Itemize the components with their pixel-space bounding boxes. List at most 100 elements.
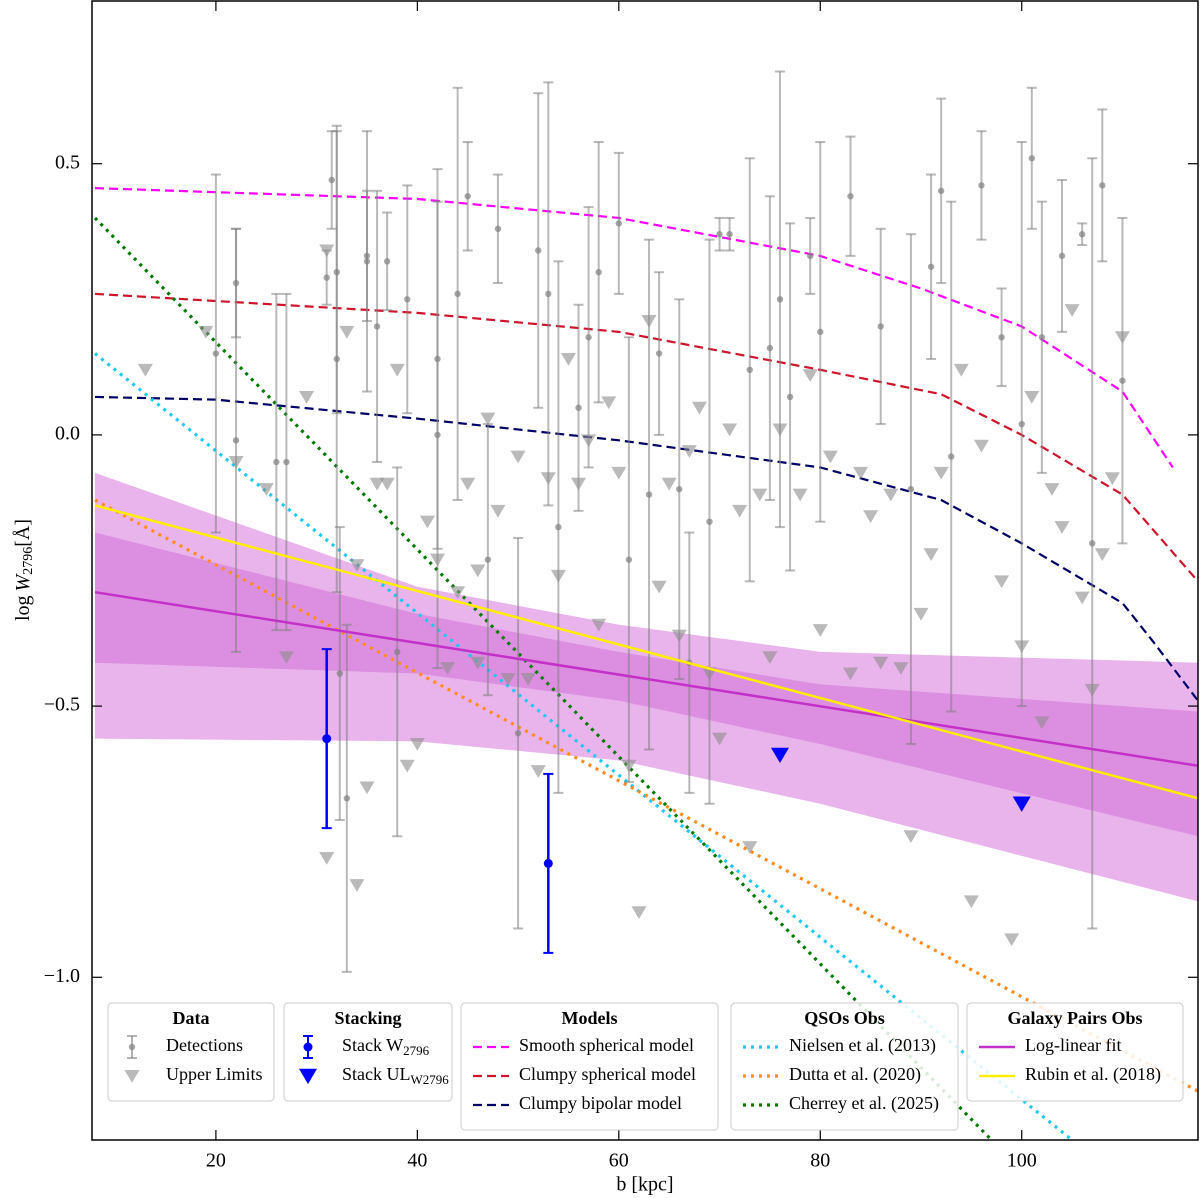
model-line [94, 187, 1174, 469]
model-line [94, 352, 1074, 1140]
upper-limit [842, 667, 858, 681]
point [273, 458, 280, 466]
upper-limit [1014, 640, 1030, 654]
y-axis-label: log W2796[Å] [12, 519, 37, 621]
upper-limit [994, 575, 1010, 589]
upper-limit [772, 423, 788, 437]
point [645, 491, 653, 498]
y-tick-label: −0.5 [44, 694, 80, 716]
legend-title: Models [562, 1008, 618, 1028]
upper-limit [822, 450, 838, 464]
legend-label-text: Nielsen et al. (2013) [789, 1035, 936, 1056]
upper-limit [863, 510, 879, 524]
upper-limit [1054, 521, 1070, 534]
upper-limit [359, 781, 375, 795]
point [1018, 420, 1025, 428]
y-label-var: W [12, 572, 34, 591]
upper-limit [1114, 331, 1130, 345]
legend-marker [303, 1042, 313, 1052]
upper-limit [963, 895, 979, 909]
upper-limit [389, 363, 405, 377]
x-axis-label: b [kpc] [616, 1174, 673, 1196]
upper-limit [1012, 796, 1031, 812]
legend: Data Detections Upper Limits Stacking Stack … [107, 1002, 1184, 1131]
y-tick-label: 0.5 [55, 151, 80, 173]
point [847, 193, 854, 200]
upper-limit [450, 586, 466, 599]
point [333, 355, 340, 363]
legend-label-text: Smooth spherical model [519, 1035, 694, 1055]
point [585, 334, 592, 341]
point [283, 458, 290, 466]
upper-limit [661, 477, 677, 491]
legend-label: Stack ULW2796 [342, 1064, 449, 1087]
upper-limit [480, 412, 496, 426]
upper-limit [379, 477, 395, 491]
upper-limit [137, 363, 153, 377]
point [998, 334, 1005, 341]
legend-label-text: Detections [166, 1035, 243, 1055]
point [776, 296, 784, 303]
y-label-sub: 2796 [21, 547, 36, 575]
upper-limit [440, 662, 456, 675]
upper-limit [883, 488, 899, 502]
legend-box [460, 1002, 719, 1131]
upper-limit [903, 830, 919, 844]
point [615, 220, 623, 227]
upper-limit [470, 656, 486, 670]
confidence-band [95, 532, 1198, 837]
upper-limit [409, 738, 425, 751]
point [484, 556, 492, 563]
upper-limit [1024, 390, 1040, 404]
y-label-prefix: log [12, 595, 34, 621]
x-tick-label: 60 [609, 1150, 629, 1172]
legend-box [107, 1002, 275, 1102]
point [877, 323, 884, 330]
point [1119, 377, 1126, 384]
upper-limit [923, 548, 939, 561]
legend-marker [299, 1068, 317, 1085]
point [336, 670, 343, 677]
legend-title: Data [173, 1008, 210, 1028]
upper-limit [762, 651, 778, 665]
point [1089, 540, 1096, 547]
legend-label: Detections [166, 1035, 243, 1055]
upper-limit [712, 732, 728, 746]
legend-title: Stacking [334, 1008, 401, 1028]
y-label-unit: [Å] [12, 519, 34, 547]
upper-limit [953, 363, 969, 377]
upper-limit [470, 564, 486, 578]
upper-limit [933, 466, 949, 480]
plot-area [93, 70, 1198, 1140]
upper-limit [520, 672, 536, 686]
upper-limit [319, 851, 335, 865]
model-line [94, 504, 1198, 800]
legend-label-text: Cherrey et al. (2025) [789, 1093, 939, 1114]
point [1038, 334, 1046, 341]
legend-box [966, 1002, 1184, 1102]
legend-label: Stack W2796 [342, 1035, 430, 1058]
legend-label-sub: W2796 [410, 1072, 449, 1087]
model-line [94, 590, 1198, 767]
legend-title: Galaxy Pairs Obs [1007, 1008, 1142, 1028]
upper-limit [1084, 683, 1100, 697]
legend-marker [128, 1043, 136, 1051]
legend-label: Smooth spherical model [519, 1035, 694, 1055]
upper-limit [601, 396, 617, 410]
upper-limit [198, 325, 214, 339]
point [322, 734, 332, 744]
point [766, 344, 774, 352]
upper-limit [1064, 304, 1080, 317]
point [1028, 155, 1035, 162]
point [786, 393, 794, 401]
legend-label-text: Clumpy bipolar model [519, 1093, 682, 1113]
point [706, 518, 713, 525]
legend-label: Log-linear fit [1025, 1035, 1121, 1055]
point [575, 404, 582, 411]
model-line [94, 498, 1198, 1093]
upper-limit [681, 445, 697, 458]
legend-label: Nielsen et al. (2013) [789, 1035, 936, 1056]
upper-limit [319, 244, 335, 258]
upper-limit [369, 477, 385, 491]
upper-limit [732, 504, 748, 518]
